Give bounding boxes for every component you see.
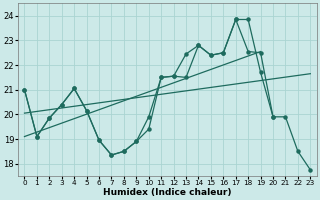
X-axis label: Humidex (Indice chaleur): Humidex (Indice chaleur)	[103, 188, 232, 197]
